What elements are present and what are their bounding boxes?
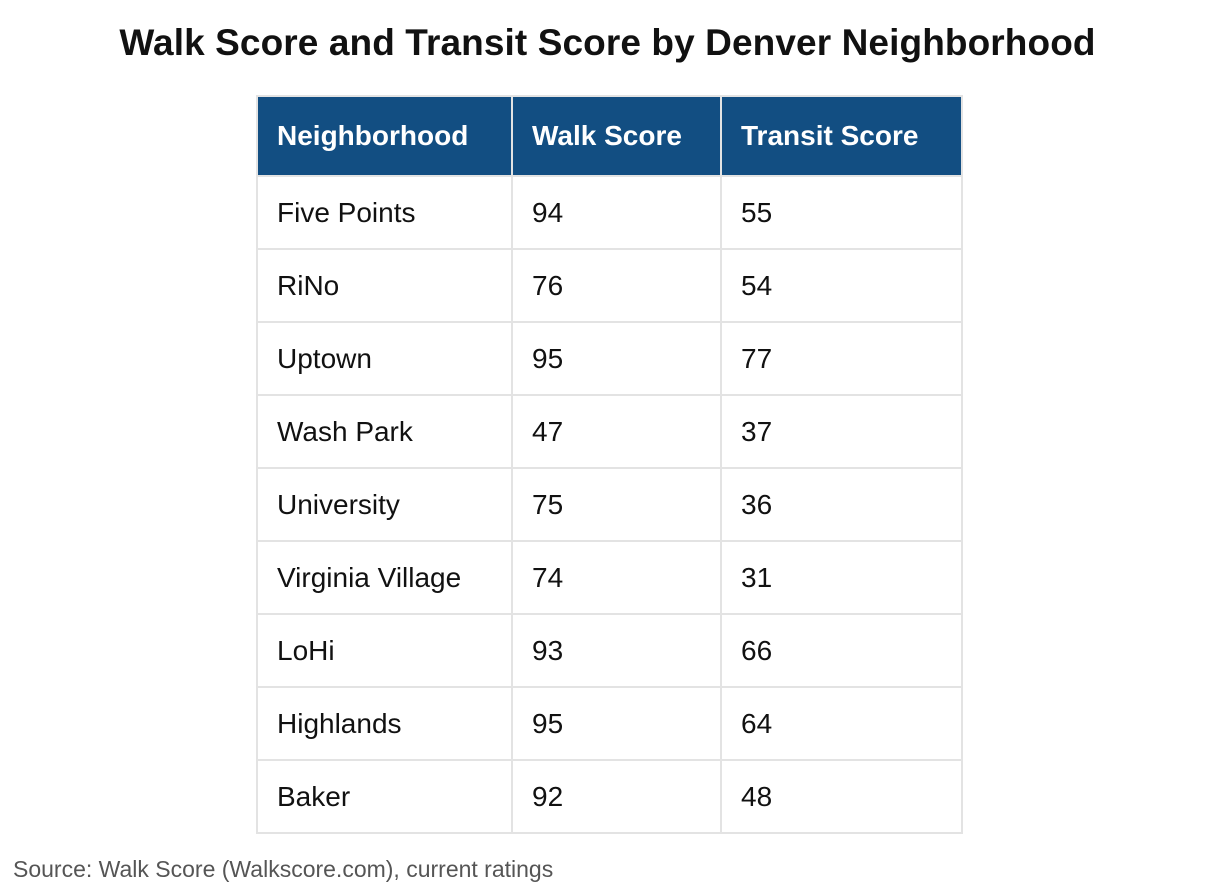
transit-score-cell: 36 (720, 467, 963, 542)
walk-score-cell: 92 (511, 759, 722, 834)
neighborhood-cell: Highlands (256, 686, 513, 761)
column-header-transit-score: Transit Score (720, 95, 963, 177)
table-row: Five Points 94 55 (256, 175, 963, 250)
table-row: University 75 36 (256, 467, 963, 542)
transit-score-cell: 64 (720, 686, 963, 761)
column-header-walk-score: Walk Score (511, 95, 722, 177)
transit-score-cell: 66 (720, 613, 963, 688)
walk-score-cell: 47 (511, 394, 722, 469)
neighborhood-cell: University (256, 467, 513, 542)
neighborhood-cell: Baker (256, 759, 513, 834)
walk-score-cell: 76 (511, 248, 722, 323)
table-header-row: Neighborhood Walk Score Transit Score (256, 95, 963, 177)
walk-score-cell: 94 (511, 175, 722, 250)
chart-title: Walk Score and Transit Score by Denver N… (119, 22, 1096, 63)
walk-score-cell: 95 (511, 686, 722, 761)
neighborhood-cell: LoHi (256, 613, 513, 688)
transit-score-cell: 55 (720, 175, 963, 250)
column-header-neighborhood: Neighborhood (256, 95, 513, 177)
walk-score-cell: 93 (511, 613, 722, 688)
walk-score-cell: 75 (511, 467, 722, 542)
walk-score-cell: 74 (511, 540, 722, 615)
table-row: LoHi 93 66 (256, 613, 963, 688)
transit-score-cell: 54 (720, 248, 963, 323)
table-row: Highlands 95 64 (256, 686, 963, 761)
neighborhood-cell: Five Points (256, 175, 513, 250)
transit-score-cell: 37 (720, 394, 963, 469)
transit-score-cell: 77 (720, 321, 963, 396)
transit-score-cell: 31 (720, 540, 963, 615)
table-row: Virginia Village 74 31 (256, 540, 963, 615)
source-note: Source: Walk Score (Walkscore.com), curr… (13, 856, 554, 882)
table-row: Baker 92 48 (256, 759, 963, 834)
transit-score-cell: 48 (720, 759, 963, 834)
table-row: RiNo 76 54 (256, 248, 963, 323)
table-row: Uptown 95 77 (256, 321, 963, 396)
table-row: Wash Park 47 37 (256, 394, 963, 469)
walk-score-cell: 95 (511, 321, 722, 396)
neighborhood-cell: RiNo (256, 248, 513, 323)
scores-table: Neighborhood Walk Score Transit Score Fi… (256, 95, 963, 834)
neighborhood-cell: Wash Park (256, 394, 513, 469)
neighborhood-cell: Virginia Village (256, 540, 513, 615)
neighborhood-cell: Uptown (256, 321, 513, 396)
